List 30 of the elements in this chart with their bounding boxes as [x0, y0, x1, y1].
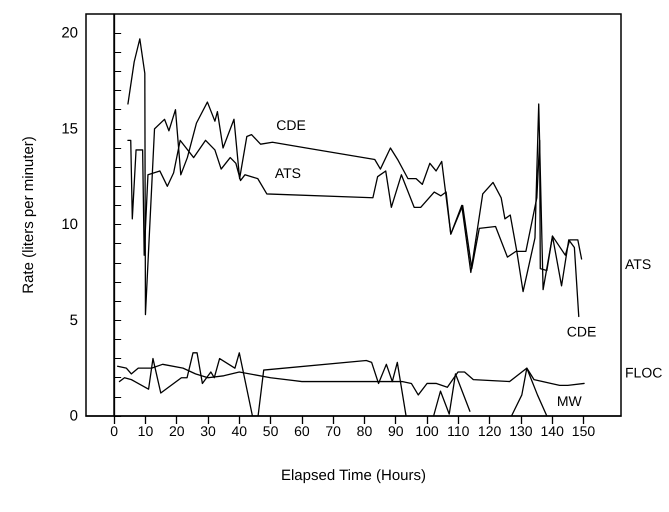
x-tick-label: 120 [478, 423, 502, 439]
x-tick-label: 40 [232, 423, 248, 439]
x-tick-label: 20 [168, 423, 185, 439]
x-tick-label: 90 [388, 423, 404, 439]
x-tick-label: 100 [415, 423, 439, 439]
text: ATS [625, 256, 652, 272]
x-tick-label: 50 [262, 423, 279, 439]
y-tick-label: 5 [70, 312, 78, 329]
x-tick-label: 110 [447, 423, 470, 439]
y-tick-label: 10 [61, 216, 78, 234]
x-tick-label: 150 [572, 423, 596, 439]
x-tick-label: 70 [325, 423, 342, 439]
line-series [127, 38, 580, 318]
x-tick-label: 130 [509, 423, 533, 439]
x-tick-label: 80 [356, 423, 372, 439]
series-label: CDE [276, 117, 306, 133]
x-tick-label: 140 [540, 423, 564, 439]
x-tick-label: 30 [200, 423, 216, 439]
series-label: ATS [274, 164, 302, 181]
text: CDE [566, 323, 596, 340]
y-axis-title: Rate (liters per minuter) [20, 136, 37, 294]
x-axis-title: Elapsed Time (Hours) [280, 467, 426, 484]
y-tick-label: 0 [70, 408, 78, 424]
text: FLOC [625, 364, 662, 380]
x-tick-label: 0 [110, 423, 118, 439]
series-label: MW [556, 393, 583, 409]
x-tick-label: 10 [138, 423, 154, 439]
y-tick-label: 20 [61, 24, 78, 42]
y-tick-label: 15 [61, 120, 78, 138]
x-tick-label: 60 [294, 423, 310, 439]
